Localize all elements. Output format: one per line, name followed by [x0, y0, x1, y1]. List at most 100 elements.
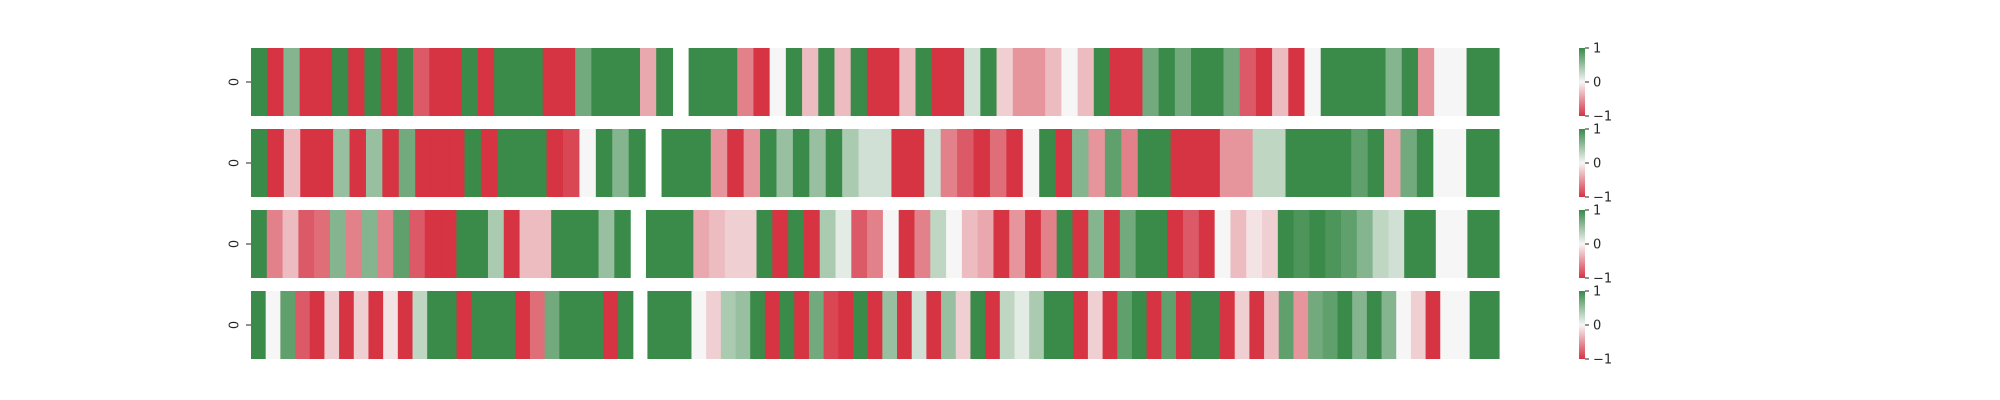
heatmap-cell [809, 129, 827, 197]
heatmap-cell [1205, 291, 1221, 359]
heatmap-cell [1040, 210, 1058, 278]
heatmap-cell [693, 210, 710, 278]
colorbar-tick-label: −1 [1593, 353, 1612, 368]
heatmap-cell [1151, 210, 1168, 278]
heatmap-cell [295, 291, 311, 359]
heatmap-cell [662, 291, 678, 359]
heatmap-cell [364, 48, 382, 116]
heatmap-cell [365, 129, 383, 197]
heatmap-cell [480, 129, 498, 197]
heatmap-cell [383, 291, 399, 359]
heatmap-cell [1009, 210, 1026, 278]
heatmap-cell [1131, 291, 1148, 359]
heatmap-cell [546, 129, 564, 197]
heatmap-cell [980, 48, 998, 116]
heatmap-cell [1435, 210, 1453, 278]
colorbar-tick-label: −1 [1593, 272, 1612, 287]
heatmap-cell [785, 48, 803, 116]
heatmap-cell [1264, 291, 1280, 359]
heatmap-cell [1055, 129, 1073, 197]
heatmap-cell [756, 210, 773, 278]
heatmap-cell [623, 48, 641, 116]
heatmap-cell [899, 48, 917, 116]
heatmap-cell [823, 291, 839, 359]
heatmap-cell [595, 129, 613, 197]
heatmap-cell [891, 129, 909, 197]
heatmap-cell [1416, 129, 1434, 197]
heatmap-cell [985, 291, 1001, 359]
heatmap-cell [612, 129, 630, 197]
heatmap-cell [1073, 291, 1089, 359]
heatmap-cell [1154, 129, 1172, 197]
heatmap-cell [582, 210, 600, 278]
heatmap-cell [803, 210, 821, 278]
heatmap-cell [639, 48, 657, 116]
heatmap-cell [838, 291, 854, 359]
colorbar-tick-label: 1 [1593, 285, 1601, 300]
colorbar-2: 1 0 −1 [1579, 123, 1612, 206]
heatmap-cell [1029, 291, 1045, 359]
heatmap-cell [513, 129, 531, 197]
heatmap-cell [526, 48, 544, 116]
heatmap-cell [1454, 291, 1471, 359]
heatmap-cell [760, 129, 778, 197]
heatmap-cell [456, 291, 472, 359]
heatmap-cell [345, 210, 363, 278]
heatmap-cell [1410, 291, 1427, 359]
heatmap-cell [251, 48, 268, 116]
heatmap-cell [1135, 210, 1153, 278]
heatmap-cell [915, 48, 933, 116]
heatmap-cell [1449, 129, 1467, 197]
heatmap-cell [1433, 129, 1451, 197]
heatmap-cell [309, 291, 326, 359]
heatmap-cell [575, 48, 592, 116]
heatmap-cell [1396, 291, 1412, 359]
heatmap-cell [485, 291, 502, 359]
heatmap-panel-4: 0 [228, 291, 1500, 359]
heatmap-cell [333, 129, 351, 197]
heatmap-cell [251, 291, 267, 359]
heatmap-cell [558, 48, 576, 116]
heatmap-cell [1384, 129, 1402, 197]
heatmap-cell [851, 210, 868, 278]
heatmap-cell [348, 48, 366, 116]
heatmap-cell [661, 129, 679, 197]
heatmap-cell [898, 210, 916, 278]
heatmap-cell [1087, 291, 1104, 359]
heatmap-cell [1404, 210, 1421, 278]
heatmap-cell [1146, 291, 1162, 359]
heatmap-cell [618, 291, 634, 359]
heatmap-cell [1045, 48, 1062, 116]
heatmap-cell [588, 291, 604, 359]
heatmap-cell [563, 129, 581, 197]
heatmap-cell [1093, 48, 1111, 116]
heatmap-cell [704, 48, 722, 116]
heatmap-cell [776, 129, 794, 197]
heatmap-cell [970, 291, 986, 359]
heatmap-cell [1043, 291, 1060, 359]
heatmap-cell [1104, 210, 1121, 278]
heatmap-cell [1483, 210, 1500, 278]
heatmap-cell [1028, 48, 1046, 116]
heatmap-cell [1039, 129, 1057, 197]
heatmap-cell [1318, 129, 1336, 197]
heatmap-panel-1: 0 [228, 48, 1500, 116]
heatmap-cell [464, 129, 482, 197]
heatmap-cell [1467, 210, 1484, 278]
heatmap-cell [265, 291, 281, 359]
heatmap-cell [1056, 210, 1074, 278]
heatmap-cell [1484, 291, 1500, 359]
heatmap-cell [591, 48, 609, 116]
heatmap-cell [266, 210, 284, 278]
heatmap-cell [427, 291, 443, 359]
heatmap-cell [397, 291, 414, 359]
heatmap-cell [1239, 48, 1257, 116]
heatmap-cell [1214, 210, 1232, 278]
y-tick-label: 0 [228, 78, 243, 86]
y-tick-label: 0 [228, 240, 243, 248]
heatmap-cell [1482, 48, 1500, 116]
heatmap-cell [1367, 129, 1385, 197]
heatmap-cell [1119, 210, 1137, 278]
heatmap-cell [802, 48, 819, 116]
